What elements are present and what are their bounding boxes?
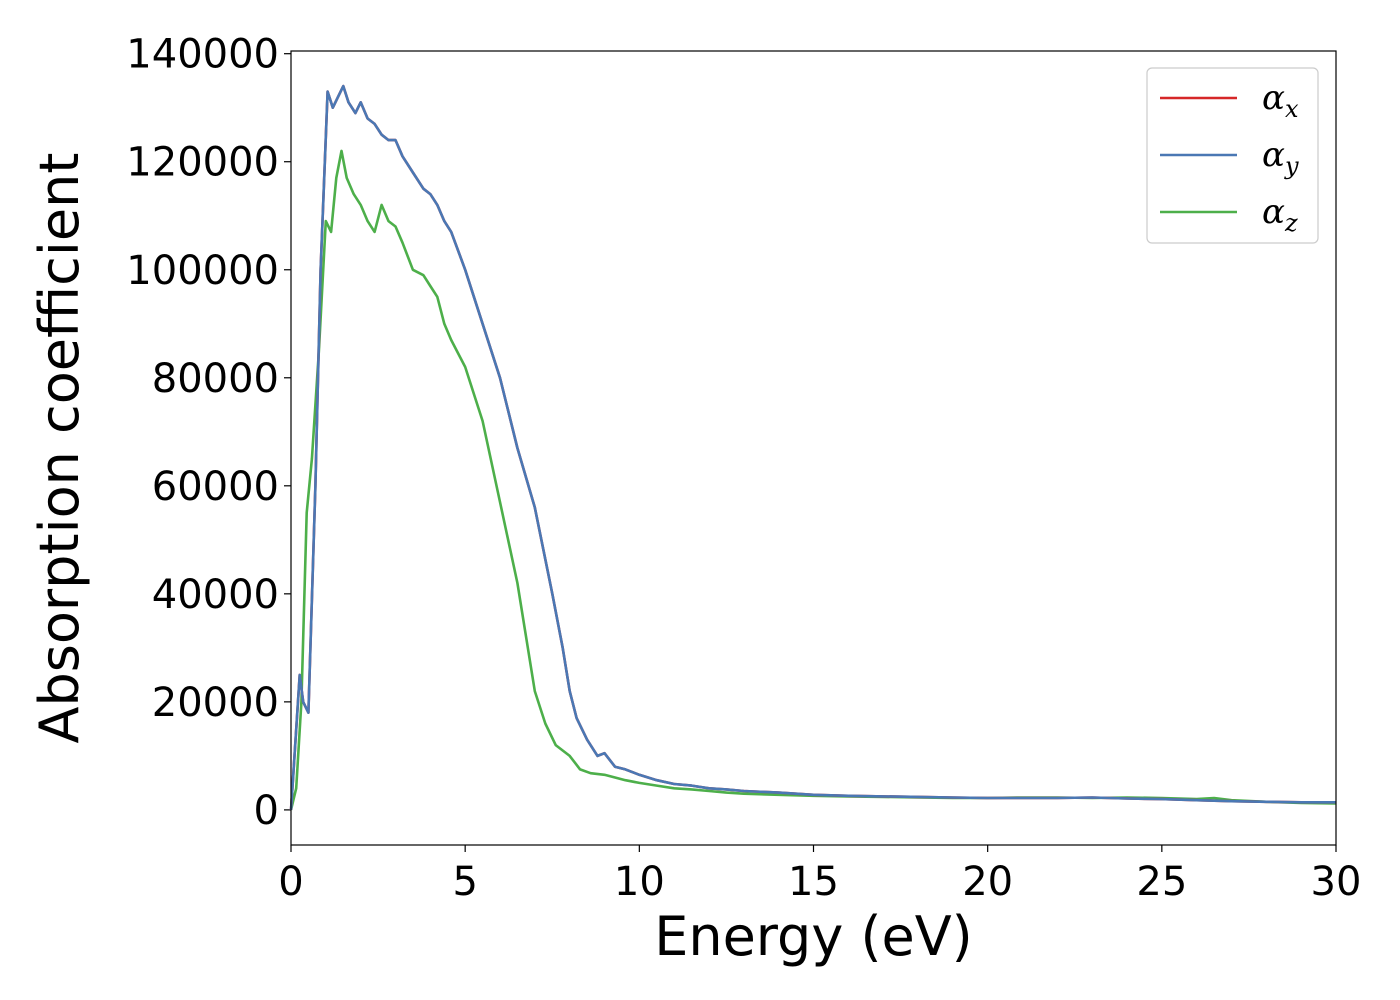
legend-label: αy	[1262, 135, 1299, 180]
legend-entry-x: αx	[1160, 78, 1299, 123]
x-tick-label: 10	[614, 859, 665, 905]
x-tick-label: 0	[278, 859, 303, 905]
legend-label-main: α	[1262, 135, 1285, 175]
legend-label-main: α	[1262, 192, 1285, 232]
y-tick-label: 40000	[152, 572, 279, 618]
x-tick-label: 30	[1311, 859, 1362, 905]
y-tick-label: 20000	[152, 680, 279, 726]
y-axis-ticks: 0 20000 40000 60000 80000 100000 120000 140000	[126, 32, 291, 834]
plot-frame	[290, 50, 1337, 846]
y-tick-label: 0	[254, 788, 279, 834]
legend-label-sub: z	[1284, 209, 1298, 237]
x-tick-label: 20	[962, 859, 1013, 905]
series-lines	[289, 84, 1337, 811]
x-tick-label: 15	[788, 859, 839, 905]
x-tick-label: 5	[452, 859, 477, 905]
legend-label: αx	[1262, 78, 1299, 123]
legend-label-sub: x	[1285, 95, 1299, 123]
y-axis-title: Absorption coefficient	[28, 153, 91, 744]
y-tick-label: 120000	[126, 140, 279, 186]
legend-label: αz	[1262, 192, 1298, 237]
x-axis-title: Energy (eV)	[654, 905, 973, 968]
series-line-y	[289, 84, 1336, 810]
y-tick-label: 60000	[152, 464, 279, 510]
legend-label-main: α	[1262, 78, 1285, 118]
y-tick-label: 140000	[126, 32, 279, 78]
legend-entry-z: αz	[1160, 192, 1298, 237]
y-tick-label: 100000	[126, 248, 279, 294]
legend-entry-y: αy	[1160, 135, 1299, 180]
y-tick-label: 80000	[152, 356, 279, 402]
x-tick-label: 25	[1136, 859, 1187, 905]
series-line-z	[289, 149, 1337, 811]
x-axis-ticks: 0 5 10 15 20 25 30	[278, 845, 1361, 905]
legend-label-sub: y	[1284, 152, 1299, 180]
